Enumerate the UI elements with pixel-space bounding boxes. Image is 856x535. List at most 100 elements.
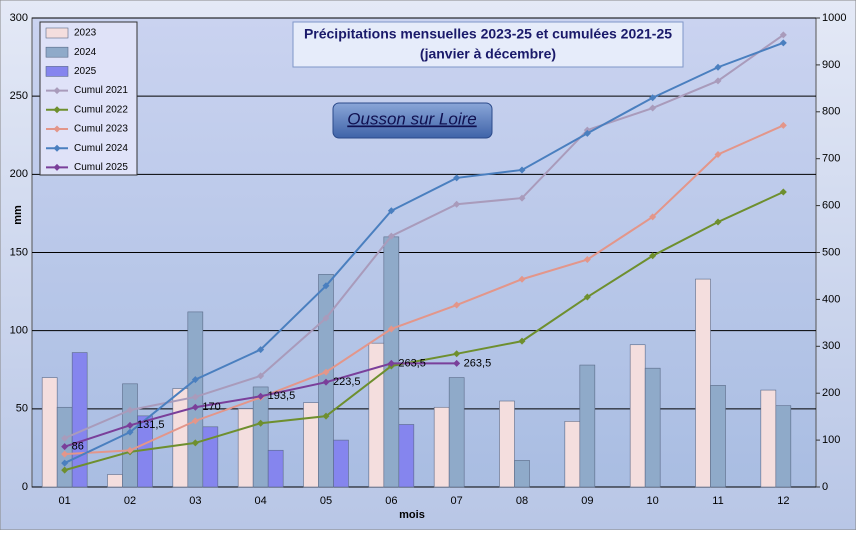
marker [191, 439, 199, 447]
data-label: 86 [72, 441, 84, 453]
legend-label: 2025 [74, 66, 97, 77]
legend-label: Cumul 2021 [74, 85, 128, 96]
line [64, 34, 784, 440]
bar [433, 406, 450, 488]
x-tick-label: 12 [777, 495, 789, 507]
bar [499, 400, 515, 488]
line [64, 191, 784, 472]
bar [579, 364, 596, 488]
bar [710, 385, 726, 488]
y2-tick-label: 600 [822, 200, 840, 212]
bar [775, 405, 792, 488]
y-tick-label: 150 [10, 246, 28, 258]
bar [267, 449, 284, 488]
legend-label: Cumul 2024 [74, 143, 128, 154]
x-tick-label: 09 [581, 495, 593, 507]
y-axis-label: mm [12, 205, 24, 225]
legend-swatch [45, 27, 69, 39]
bar [107, 474, 123, 488]
annotation-box [332, 102, 493, 139]
marker [779, 39, 787, 47]
y2-tick-label: 100 [822, 434, 840, 446]
marker [257, 392, 265, 400]
marker [453, 200, 461, 208]
marker [126, 446, 134, 454]
x-tick-label: 11 [712, 495, 723, 507]
legend-label: Cumul 2023 [74, 124, 128, 135]
marker [649, 104, 657, 112]
marker [191, 393, 199, 401]
x-tick-label: 04 [255, 495, 267, 507]
marker [518, 337, 526, 345]
bar [514, 460, 530, 488]
legend-label: 2024 [74, 47, 97, 58]
marker [61, 434, 69, 442]
marker [387, 207, 395, 215]
marker [387, 232, 395, 240]
legend-marker [53, 87, 61, 95]
legend-marker [53, 125, 61, 133]
marker [779, 31, 787, 39]
legend-label: Cumul 2022 [74, 104, 128, 115]
bar [564, 421, 581, 488]
legend-marker [53, 163, 61, 171]
marker [387, 359, 395, 367]
marker [191, 376, 199, 384]
marker [583, 129, 591, 137]
x-axis-label: mois [399, 509, 425, 521]
data-label: 263,5 [398, 357, 426, 369]
legend-label: Cumul 2025 [74, 162, 128, 173]
marker [322, 412, 330, 420]
bar [41, 377, 58, 488]
y2-tick-label: 200 [822, 387, 840, 399]
marker [322, 378, 330, 386]
line [64, 124, 784, 456]
y2-tick-label: 400 [822, 293, 840, 305]
x-tick-label: 10 [647, 495, 659, 507]
y-tick-label: 300 [10, 12, 28, 24]
marker [322, 314, 330, 322]
y2-tick-label: 800 [822, 106, 840, 118]
y2-tick-label: 700 [822, 153, 840, 165]
marker [714, 218, 722, 226]
bar [760, 389, 777, 488]
line [64, 41, 784, 464]
marker [714, 63, 722, 71]
marker [583, 256, 591, 264]
bar [398, 424, 415, 488]
marker [322, 368, 330, 376]
data-label: 223,5 [333, 376, 361, 388]
bar [202, 426, 219, 488]
marker [322, 282, 330, 290]
x-tick-label: 07 [451, 495, 463, 507]
y2-tick-label: 300 [822, 340, 840, 352]
bar [172, 388, 189, 488]
marker [518, 194, 526, 202]
data-label: 131,5 [137, 419, 165, 431]
title-box [292, 21, 684, 68]
y-tick-label: 100 [10, 325, 28, 337]
marker [714, 150, 722, 158]
bar [303, 402, 319, 488]
marker [126, 421, 134, 429]
bar [448, 377, 465, 488]
marker [61, 466, 69, 474]
marker [126, 428, 134, 436]
bar [695, 278, 711, 488]
marker [518, 166, 526, 174]
marker [191, 403, 199, 411]
y-tick-label: 200 [10, 168, 28, 180]
annotation: Ousson sur Loire [347, 109, 476, 128]
x-tick-label: 06 [385, 495, 397, 507]
marker [649, 252, 657, 260]
marker [387, 325, 395, 333]
marker [257, 372, 265, 380]
x-tick-label: 01 [59, 495, 71, 507]
x-tick-label: 02 [124, 495, 136, 507]
bar [629, 344, 646, 488]
y-tick-label: 250 [10, 90, 28, 102]
marker [583, 293, 591, 301]
marker [257, 346, 265, 354]
data-label: 263,5 [464, 357, 492, 369]
marker [779, 188, 787, 196]
